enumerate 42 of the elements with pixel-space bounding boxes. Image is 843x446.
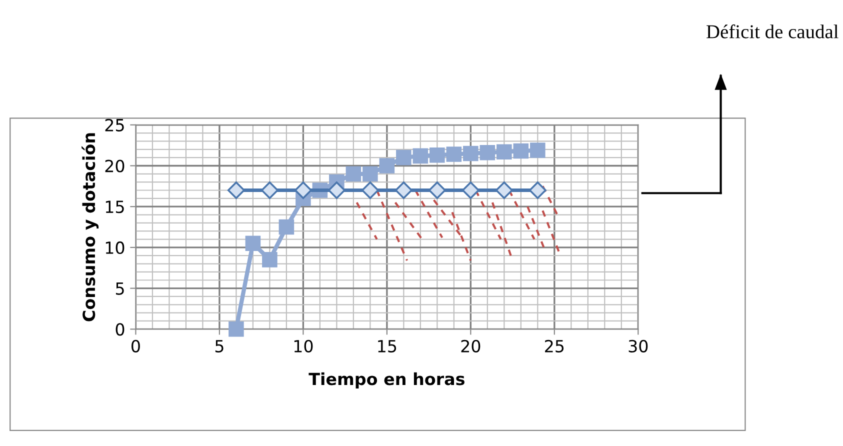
point — [446, 146, 462, 162]
point — [262, 252, 278, 268]
point — [496, 144, 512, 160]
x-tick-label: 20 — [461, 340, 480, 352]
point — [463, 146, 478, 162]
y-tick-label: 20 — [105, 160, 124, 172]
point — [530, 142, 546, 158]
x-tick-label: 25 — [545, 340, 564, 352]
x-tick-label: 30 — [628, 340, 648, 352]
x-axis-title: Tiempo en horas — [308, 372, 464, 388]
x-tick-label: 15 — [378, 340, 396, 352]
y-tick-label: 15 — [106, 200, 124, 214]
x-tick-label: 0 — [132, 340, 140, 352]
point — [513, 143, 529, 159]
point — [528, 181, 546, 200]
y-tick-label: 0 — [116, 323, 124, 336]
point — [227, 181, 245, 200]
point — [462, 181, 480, 200]
point — [480, 145, 496, 160]
x-tick-label: 5 — [215, 340, 224, 352]
y-tick-label: 10 — [106, 241, 124, 254]
point — [396, 150, 412, 166]
point — [260, 181, 278, 200]
point — [328, 181, 346, 200]
point — [394, 181, 412, 200]
point — [245, 236, 261, 251]
y-tick-label: 5 — [116, 282, 124, 295]
point — [294, 181, 312, 200]
point — [361, 181, 379, 200]
y-axis-title: Consumo y dotación — [82, 133, 99, 322]
point — [346, 166, 362, 182]
y-tick-label: 25 — [105, 118, 124, 132]
point — [278, 219, 294, 235]
point — [430, 147, 445, 163]
point — [362, 166, 378, 182]
point — [428, 181, 446, 200]
text: Déficit de caudal — [706, 24, 838, 38]
point — [228, 322, 244, 337]
x-tick-label: 10 — [294, 340, 313, 352]
point — [379, 158, 395, 174]
point — [412, 148, 428, 164]
point — [495, 181, 513, 200]
